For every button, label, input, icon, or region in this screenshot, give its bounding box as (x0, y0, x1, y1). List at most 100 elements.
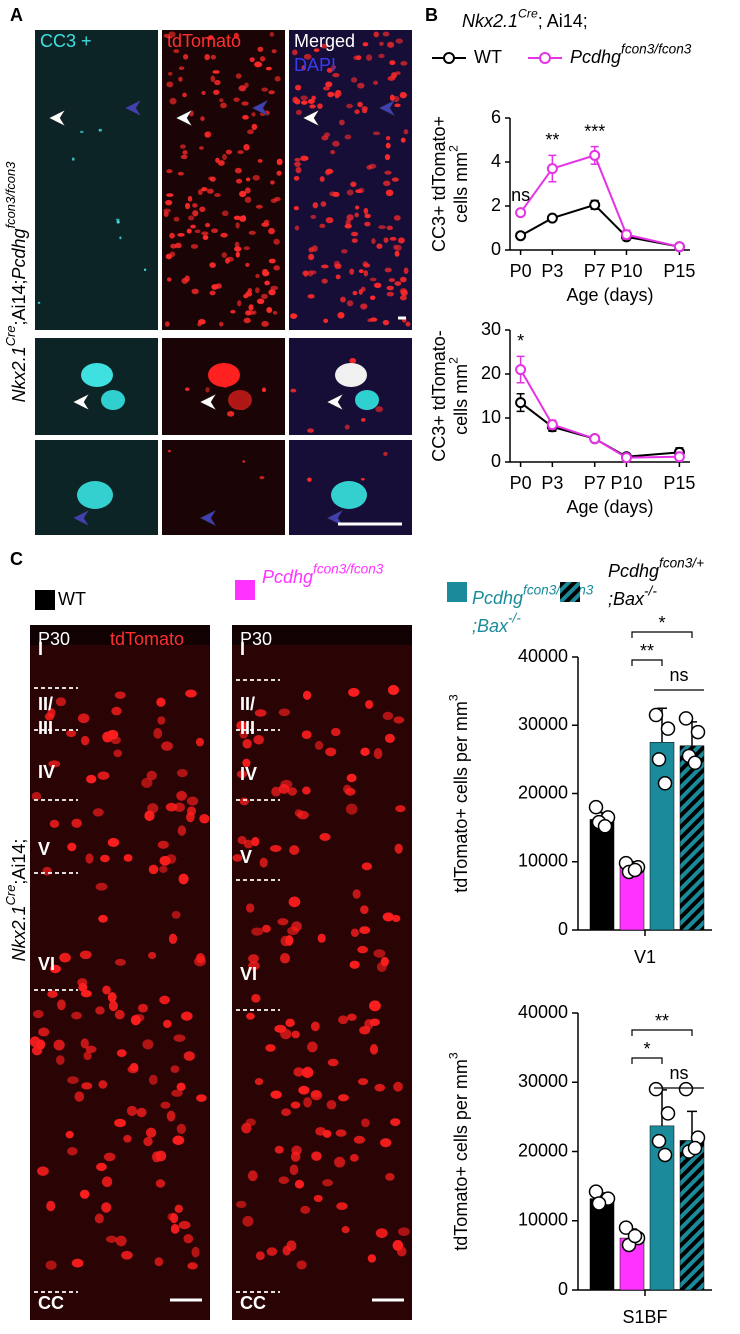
cell (392, 914, 401, 923)
cell (235, 251, 240, 258)
cell (177, 825, 187, 836)
cell (186, 228, 192, 234)
x-tick-label: V1 (634, 947, 656, 967)
cell (389, 236, 397, 241)
x-axis-label: Age (days) (566, 285, 653, 305)
cell (376, 243, 383, 249)
cell (227, 411, 235, 417)
cell (319, 223, 326, 228)
text-segment: WT (58, 589, 86, 609)
cell (81, 1082, 93, 1090)
cell (378, 225, 386, 230)
cell (235, 178, 243, 184)
cell (251, 836, 260, 847)
cell (169, 251, 176, 258)
series-line (519, 154, 680, 248)
cell (286, 1240, 297, 1252)
cell (79, 1189, 90, 1199)
cell (167, 449, 171, 453)
cell (263, 268, 269, 275)
cell (394, 281, 402, 286)
cell (154, 1257, 164, 1267)
cell (208, 363, 240, 387)
significance: * (658, 613, 665, 633)
cell (85, 853, 94, 864)
cell (116, 220, 120, 224)
micrograph (162, 440, 285, 535)
layer-label: II/ (240, 694, 255, 714)
cell (71, 1011, 82, 1020)
cell (172, 1135, 185, 1146)
cell (245, 291, 253, 297)
cell (166, 277, 172, 282)
cell (186, 796, 199, 806)
cell (166, 81, 174, 88)
y-tick-label: 30000 (518, 714, 568, 734)
cell (349, 268, 355, 275)
cell (268, 90, 275, 95)
cell (311, 95, 316, 101)
cell (176, 1123, 187, 1135)
cell (187, 195, 193, 202)
cell (335, 274, 341, 280)
text-segment: ;Bax (608, 589, 645, 609)
y-tick-label: 4 (491, 151, 501, 171)
data-point (546, 212, 558, 224)
cell (129, 1062, 139, 1072)
cell (325, 81, 333, 88)
cell (400, 60, 408, 66)
cell (207, 35, 214, 41)
cell (136, 1107, 147, 1118)
cell (394, 250, 400, 257)
cell (302, 786, 311, 795)
cell (102, 985, 111, 995)
cell (191, 1246, 200, 1258)
cell (200, 116, 205, 122)
cell (388, 684, 399, 696)
cell (360, 905, 369, 915)
cell (171, 1089, 183, 1097)
cell (266, 1247, 278, 1256)
legend-label: Pcdhgfcon3/fcon3 (570, 41, 692, 67)
cell (346, 103, 353, 109)
cell (337, 312, 345, 319)
cell (355, 189, 363, 194)
cell (66, 729, 77, 738)
cell (175, 242, 182, 249)
cell (261, 387, 267, 393)
cell (348, 687, 360, 697)
y-tick-label: 10000 (518, 1210, 568, 1230)
cell (242, 460, 246, 463)
column-label: tdTomato (167, 31, 241, 51)
cell (255, 1251, 265, 1261)
cell (45, 1260, 57, 1270)
cell (290, 313, 298, 319)
cell (159, 995, 170, 1005)
cell (185, 689, 197, 698)
cell (176, 1082, 186, 1092)
y-tick-label: 40000 (518, 646, 568, 666)
cell (382, 912, 394, 922)
cell (230, 309, 236, 314)
panel-label: C (10, 549, 23, 569)
cell (387, 41, 395, 48)
cell (276, 170, 282, 176)
cell (288, 896, 301, 908)
cell (269, 844, 282, 852)
cell (301, 100, 308, 105)
cell (301, 730, 312, 740)
cell (71, 1258, 84, 1268)
cell (358, 289, 363, 295)
cell (304, 156, 309, 161)
data-point (515, 397, 527, 409)
cell (102, 731, 113, 743)
x-tick-label: P0 (510, 261, 532, 281)
cell (269, 31, 275, 37)
cell (36, 1039, 46, 1050)
cell (334, 1156, 346, 1168)
text-segment: ;Ai14; (9, 839, 29, 885)
cell (380, 1138, 392, 1148)
cell (79, 950, 92, 960)
cell (403, 267, 409, 274)
cell (92, 808, 104, 817)
